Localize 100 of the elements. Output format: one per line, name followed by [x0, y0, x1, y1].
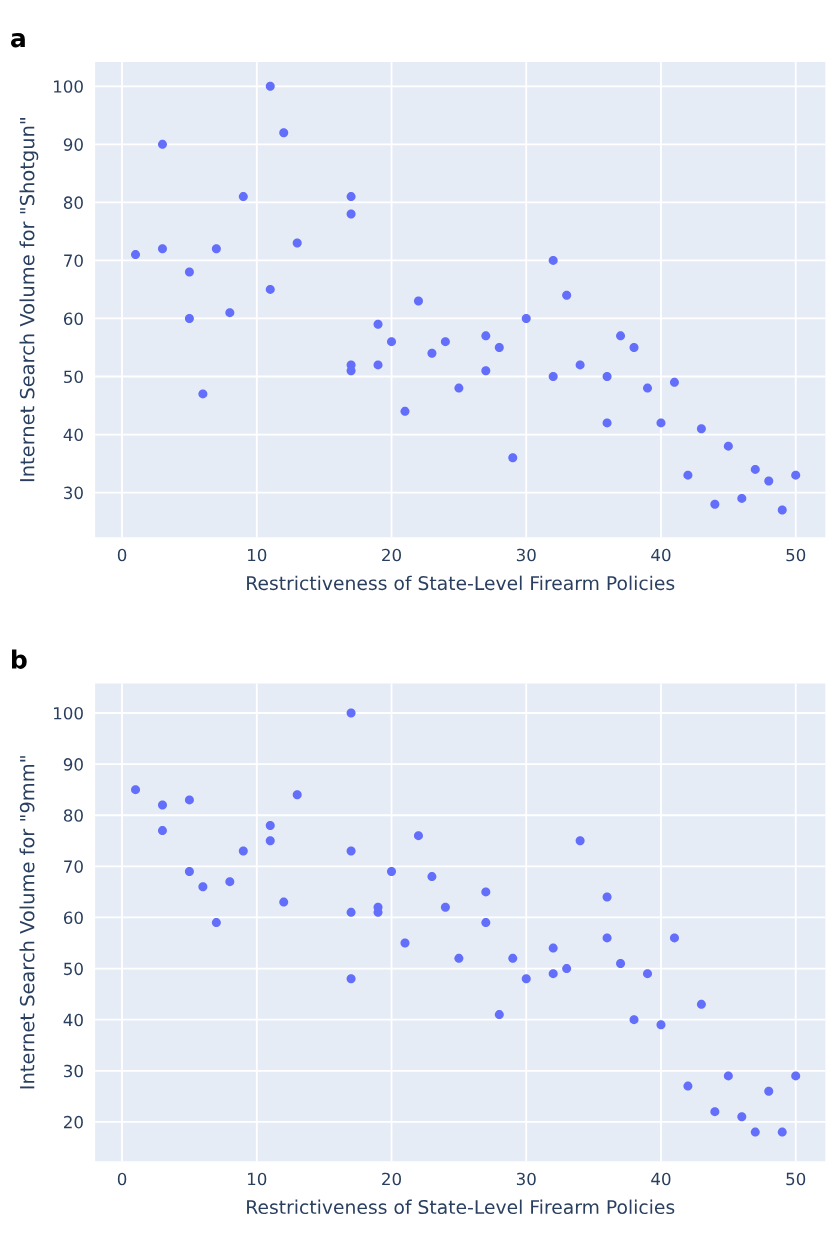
point: [292, 790, 302, 800]
x-axis-title: Restrictiveness of State-Level Firearm Policies: [247, 575, 675, 591]
point: [265, 836, 275, 846]
point: [548, 969, 558, 979]
point: [723, 441, 733, 451]
point: [737, 1112, 747, 1122]
point: [481, 366, 491, 376]
y-tick-label: 70: [64, 860, 83, 873]
point: [669, 933, 679, 943]
point: [548, 255, 558, 265]
point: [184, 267, 194, 277]
point: [387, 337, 397, 347]
point: [683, 1081, 693, 1091]
point: [346, 192, 356, 202]
point: [184, 795, 194, 805]
point: [602, 933, 612, 943]
point: [279, 897, 289, 907]
point: [562, 290, 572, 300]
x-tick-label: 40: [651, 1172, 671, 1186]
y-tick-label: 80: [63, 809, 83, 822]
point: [750, 1127, 760, 1137]
point: [629, 342, 639, 352]
y-tick-label: 100: [54, 80, 83, 93]
point: [723, 1071, 733, 1081]
point: [508, 953, 518, 963]
y-tick-label: 40: [63, 1013, 83, 1027]
point: [683, 470, 693, 480]
point: [548, 943, 558, 953]
point: [157, 800, 167, 810]
x-tick-label: 0: [117, 548, 127, 562]
point: [279, 128, 289, 138]
point: [454, 383, 464, 393]
y-axis-title: Internet Search Volume for "9mm": [19, 756, 35, 1089]
y-tick-label: 60: [63, 911, 83, 925]
point: [602, 892, 612, 902]
point: [346, 907, 356, 917]
x-tick-label: 50: [786, 1172, 806, 1186]
y-tick-label: 60: [63, 312, 83, 326]
y-tick-label: 80: [63, 196, 83, 209]
chart-title: a: [11, 33, 25, 48]
point: [387, 866, 397, 876]
point: [157, 826, 167, 836]
point: [764, 476, 774, 486]
point: [494, 342, 504, 352]
chart-title: b: [12, 649, 27, 669]
point: [346, 974, 356, 984]
point: [710, 1107, 720, 1117]
point: [643, 969, 652, 979]
point: [575, 836, 585, 846]
point: [710, 499, 720, 509]
point: [696, 999, 706, 1009]
point: [373, 319, 383, 329]
point: [238, 192, 248, 202]
point: [198, 389, 208, 399]
point: [521, 974, 531, 984]
point: [481, 887, 491, 897]
y-tick-label: 50: [64, 962, 83, 976]
point: [764, 1086, 774, 1096]
y-tick-label: 30: [64, 1064, 83, 1078]
point: [791, 470, 801, 480]
point: [602, 372, 612, 382]
x-tick-label: 10: [248, 1172, 267, 1186]
point: [427, 872, 437, 882]
x-axis-title: Restrictiveness of State-Level Firearm Policies: [247, 1199, 675, 1215]
point: [548, 372, 558, 382]
point: [184, 313, 194, 323]
x-tick-label: 20: [382, 548, 402, 562]
point: [521, 313, 531, 323]
x-tick-label: 20: [382, 1172, 402, 1186]
point: [238, 846, 248, 856]
point: [737, 493, 747, 503]
point: [373, 360, 383, 370]
point: [791, 1071, 801, 1081]
point: [616, 958, 626, 968]
y-tick-label: 90: [63, 758, 83, 771]
point: [413, 296, 423, 306]
point: [440, 337, 450, 347]
point: [481, 918, 491, 928]
point: [481, 331, 491, 341]
point: [346, 846, 356, 856]
point: [198, 882, 208, 892]
point: [211, 918, 221, 928]
x-tick-label: 10: [248, 548, 267, 562]
y-axis-title: Internet Search Volume for "Shotgun": [19, 118, 39, 482]
y-tick-label: 70: [64, 254, 83, 267]
y-tick-label: 30: [64, 486, 83, 500]
point: [346, 209, 356, 219]
point: [508, 453, 518, 463]
point: [400, 938, 410, 948]
y-tick-label: 100: [54, 706, 83, 720]
point: [656, 1020, 666, 1030]
point: [750, 464, 760, 474]
point: [400, 406, 410, 416]
point: [696, 424, 706, 434]
y-tick-label: 50: [64, 370, 83, 384]
point: [184, 866, 194, 876]
y-tick-label: 40: [63, 428, 83, 442]
point: [131, 785, 141, 795]
point: [157, 244, 167, 254]
point: [427, 348, 437, 358]
